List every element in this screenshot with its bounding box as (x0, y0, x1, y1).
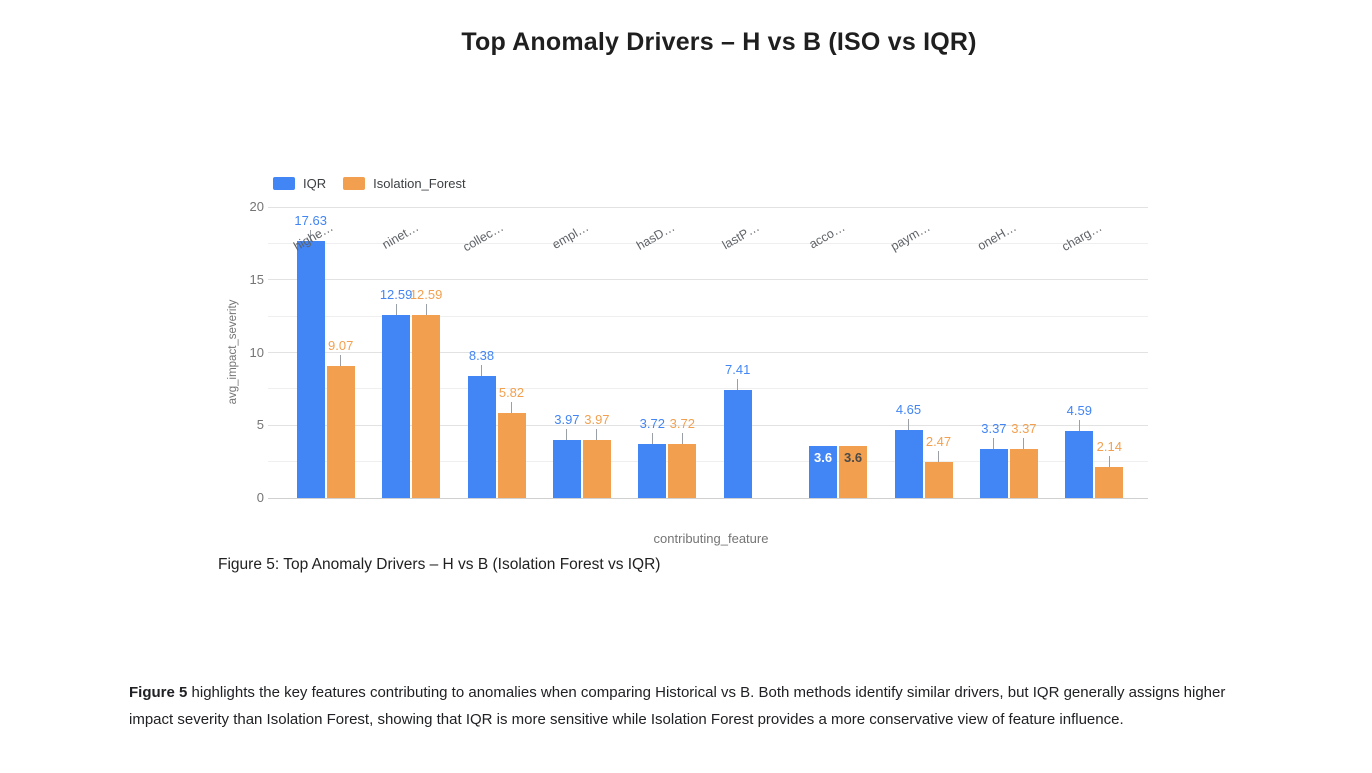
bar-value-label: 3.72 (669, 415, 695, 431)
y-tick-label: 20 (249, 199, 264, 214)
bar-isolation_forest[interactable] (412, 314, 441, 498)
gridline (268, 388, 1148, 390)
annotation-stem (596, 429, 598, 441)
gridline (268, 279, 1148, 281)
annotation-stem (425, 303, 427, 315)
gridline (268, 497, 1148, 499)
bar-isolation_forest[interactable] (1009, 448, 1038, 498)
bar-iqr[interactable] (296, 241, 325, 498)
figure-description: Figure 5 highlights the key features con… (129, 679, 1255, 733)
bar-value-label: 3.37 (1011, 420, 1037, 436)
chart-title: Top Anomaly Drivers – H vs B (ISO vs IQR… (461, 28, 977, 56)
x-tick-label: acco… (806, 219, 848, 252)
bar-value-label: 2.14 (1096, 438, 1122, 454)
bar-value-label: 3.37 (981, 420, 1007, 436)
bar-iqr[interactable] (552, 440, 581, 498)
bar-value-label: 3.97 (584, 412, 610, 428)
figure-description-lead: Figure 5 (129, 684, 188, 701)
gridline (268, 242, 1148, 244)
annotation-stem (908, 419, 909, 431)
figure-description-text: highlights the key features contributing… (129, 684, 1226, 728)
bar-iqr[interactable] (638, 443, 667, 498)
bar-value-label: 9.07 (328, 338, 354, 354)
bar-value-label: 12.59 (409, 286, 443, 302)
y-axis-title: avg_impact_severity (227, 299, 239, 405)
x-tick-label: empl… (550, 219, 592, 252)
gridline (268, 424, 1148, 426)
bar-isolation_forest[interactable] (839, 445, 868, 498)
x-tick-label: charg… (1058, 219, 1104, 254)
legend-label: Isolation_Forest (373, 176, 466, 191)
annotation-stem (1108, 455, 1110, 467)
bar-isolation_forest[interactable] (668, 443, 697, 498)
bar-value-label: 17.63 (294, 213, 327, 229)
bar-value-label: 4.59 (1066, 403, 1092, 419)
bar-value-label: 3.97 (554, 412, 580, 428)
gridline (268, 461, 1148, 463)
bar-isolation_forest[interactable] (924, 462, 953, 498)
x-tick-label: collec… (460, 219, 506, 255)
bar-iqr[interactable] (894, 430, 923, 498)
gridline (268, 315, 1148, 317)
x-tick-label: ninet… (379, 219, 421, 252)
annotation-stem (340, 355, 342, 367)
bar-isolation_forest[interactable] (1095, 466, 1124, 498)
bar-isolation_forest[interactable] (326, 366, 355, 498)
bar-value-label: 3.6 (814, 449, 833, 465)
legend-swatch (343, 177, 366, 190)
annotation-stem (310, 230, 312, 242)
annotation-stem (651, 432, 653, 444)
bar-value-label: 7.41 (725, 362, 751, 378)
gridline (268, 352, 1148, 353)
x-axis-title: contributing_feature (653, 531, 769, 546)
bar-iqr[interactable] (1065, 431, 1094, 498)
annotation-stem (395, 303, 397, 315)
legend-item-isolation_forest: Isolation_Forest (343, 176, 466, 191)
bar-iqr[interactable] (723, 390, 752, 498)
annotation-stem (1078, 420, 1080, 432)
annotation-stem (737, 379, 739, 391)
bar-isolation_forest[interactable] (582, 440, 611, 498)
bar-value-label: 3.72 (639, 415, 665, 431)
legend-swatch (273, 177, 295, 190)
annotation-stem (511, 402, 512, 414)
annotation-stem (681, 432, 683, 444)
annotation-stem (481, 365, 482, 377)
bar-iqr[interactable] (382, 314, 411, 498)
annotation-stem (566, 429, 568, 441)
bar-value-label: 2.47 (925, 434, 952, 450)
annotation-stem (938, 451, 939, 463)
bar-value-label: 8.38 (468, 348, 495, 364)
y-tick-label: 5 (256, 417, 264, 433)
x-tick-label: paym… (888, 219, 933, 254)
bar-iqr[interactable] (809, 445, 838, 498)
legend-item-iqr: IQR (273, 176, 326, 191)
bar-value-label: 4.65 (895, 402, 922, 418)
bar-value-label: 3.6 (844, 449, 863, 465)
y-tick-label: 10 (249, 344, 264, 360)
x-tick-label: hasD… (633, 219, 677, 253)
chart-legend: IQR Isolation_Forest (273, 176, 466, 191)
plot-area: 17.63 9.07 highe… 12.59 12.59 ninet… 8.38 5.82 c… (268, 206, 1148, 499)
x-tick-label: oneH… (974, 219, 1019, 254)
bar-value-label: 5.82 (498, 385, 525, 401)
y-tick-label: 15 (249, 271, 264, 287)
figure-caption: Figure 5: Top Anomaly Drivers – H vs B (… (218, 556, 661, 573)
bar-iqr[interactable] (467, 376, 496, 498)
annotation-stem (1023, 437, 1025, 449)
legend-label: IQR (303, 176, 327, 191)
x-tick-label: lastP… (720, 219, 763, 253)
y-tick-label: 0 (256, 490, 264, 505)
annotation-stem (993, 437, 995, 449)
gridline (268, 206, 1148, 208)
bar-iqr[interactable] (979, 448, 1008, 498)
bar-isolation_forest[interactable] (497, 413, 526, 498)
bar-value-label: 12.59 (379, 286, 413, 302)
